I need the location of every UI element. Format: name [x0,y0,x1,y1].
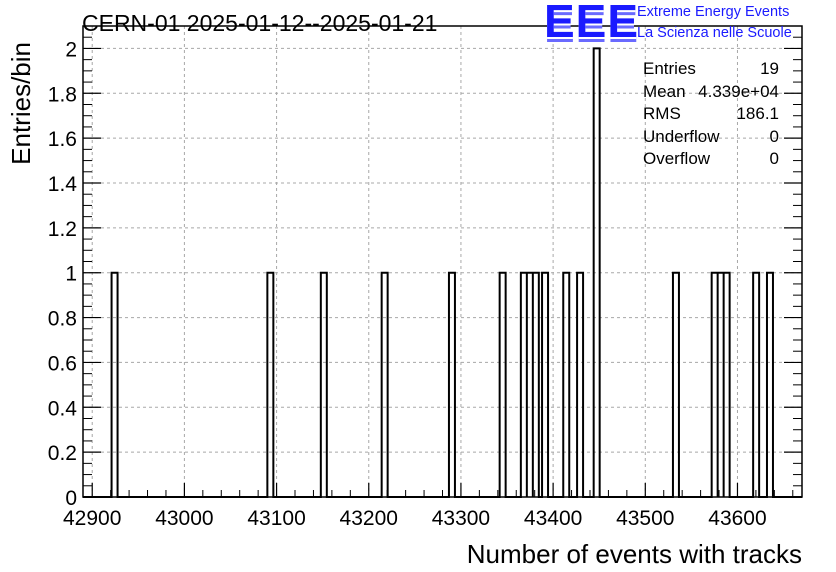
stats-box: Entries 19 Mean 4.339e+04 RMS 186.1 Unde… [641,58,781,171]
stat-row-overflow: Overflow 0 [641,148,781,171]
eee-logo: EEE [544,0,640,47]
y-tick-label: 0.8 [48,308,77,331]
y-tick-label: 1.8 [48,83,77,106]
y-tick-label: 1.2 [48,218,77,241]
stat-value: 186.1 [736,104,779,123]
x-tick-label: 43100 [247,507,305,530]
y-tick-label: 0.6 [48,352,77,375]
stat-value: 0 [769,126,779,146]
y-tick-label: 0 [65,487,77,510]
y-tick-label: 0.2 [48,442,77,465]
stat-label: Mean [643,81,686,101]
stat-label: Underflow [643,126,720,146]
stat-row-entries: Entries 19 [641,58,781,81]
logo-line-2: La Scienza nelle Scuole [637,25,792,41]
y-tick-label: 2 [65,38,77,61]
x-tick-label: 43000 [155,507,213,530]
x-tick-label: 43400 [524,507,582,530]
stat-label: Entries [643,59,696,78]
stat-label: Overflow [643,149,711,168]
stat-row-underflow: Underflow 0 [641,126,781,149]
grid [83,26,802,498]
y-tick-label: 1.4 [48,173,78,196]
tick-labels: 42900 43000 43100 43200 43300 43400 43500 43600… [48,38,767,530]
x-tick-label: 43200 [340,507,398,530]
y-tick-label: 1.6 [48,128,77,151]
x-tick-label: 43600 [708,507,766,530]
x-tick-label: 43300 [432,507,490,530]
y-axis-title: Entries/bin [6,42,36,165]
stat-value: 4.339e+04 [698,81,779,101]
y-tick-label: 1 [65,263,77,286]
chart-title: CERN-01 2025-01-12--2025-01-21 [82,10,438,36]
x-tick-label: 42900 [63,507,121,530]
axis-ticks [83,36,802,498]
x-axis-title: Number of events with tracks [467,539,802,569]
stat-label: RMS [643,104,681,123]
x-tick-label: 43500 [616,507,674,530]
stat-value: 19 [760,59,779,78]
y-tick-label: 0.4 [48,397,78,420]
logo-line-1: Extreme Energy Events [637,4,790,20]
stat-row-rms: RMS 186.1 [641,103,781,126]
stat-value: 0 [769,149,779,168]
stat-row-mean: Mean 4.339e+04 [641,81,781,104]
